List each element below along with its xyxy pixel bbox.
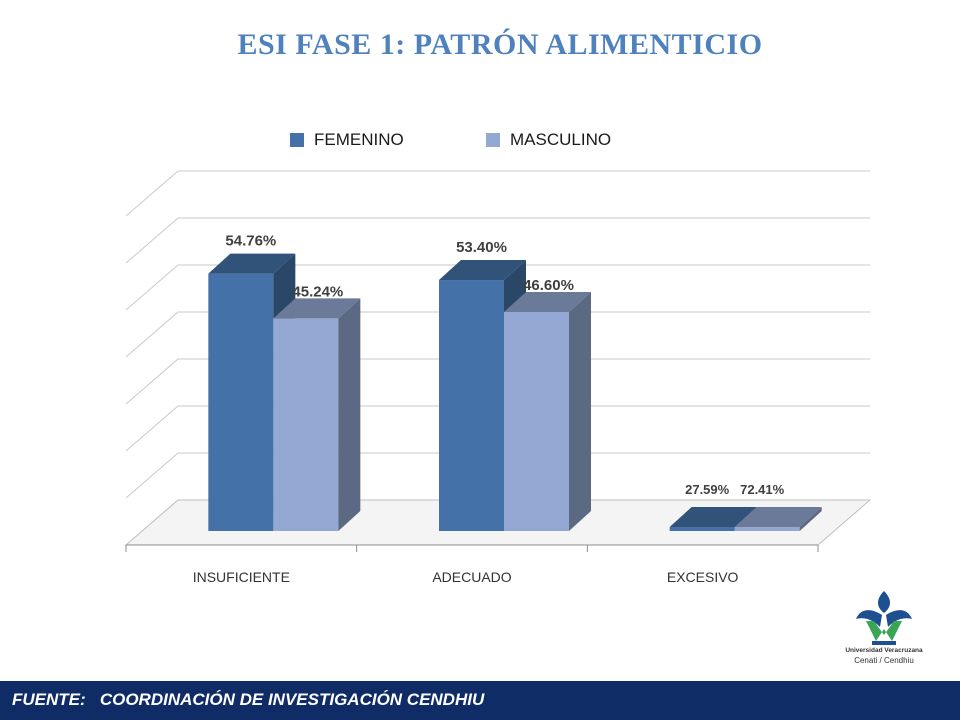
bar-masculino-insuficiente — [273, 298, 361, 531]
university-logo: Universidad Veracruzana Cenati / Cendhiu — [836, 585, 932, 677]
bar-side — [338, 298, 361, 531]
data-label: 46.60% — [523, 277, 574, 294]
bar-front — [439, 280, 504, 531]
bar-side — [569, 291, 591, 531]
chart-bars — [208, 253, 822, 532]
data-label: 27.59% — [685, 482, 730, 497]
bar-top — [734, 507, 822, 527]
legend-label-femenino: FEMENINO — [314, 130, 404, 149]
bar-front — [208, 273, 274, 531]
bar-front — [734, 527, 800, 531]
logo-university-name: Universidad Veracruzana — [845, 647, 923, 654]
footer-source-text: FUENTE: COORDINACIÓN DE INVESTIGACIÓN CE… — [12, 690, 485, 709]
gridline-side — [125, 217, 179, 264]
bar-front — [504, 311, 569, 531]
legend-swatch-femenino — [290, 133, 304, 147]
bar-masculino-excesivo — [734, 507, 822, 531]
legend-label-masculino: MASCULINO — [510, 130, 612, 149]
data-label: 72.41% — [740, 482, 785, 497]
data-label: 54.76% — [225, 233, 276, 250]
gridline-side — [125, 358, 179, 405]
bar-top — [208, 253, 296, 274]
bar-top — [273, 298, 361, 319]
bar-front — [669, 527, 735, 531]
x-tick-label: INSUFICIENTE — [193, 569, 290, 585]
x-tick-label: EXCESIVO — [667, 569, 739, 585]
logo-unit-name: Cenati / Cendhiu — [854, 656, 914, 665]
gridline-side — [125, 264, 179, 311]
bar-top — [669, 507, 757, 527]
data-label: 45.24% — [292, 283, 343, 300]
gridline-side — [125, 405, 179, 452]
bar-side — [799, 507, 822, 531]
gridline-side — [125, 170, 179, 217]
bar-top — [504, 291, 591, 312]
bar-masculino-adecuado — [504, 291, 591, 531]
gridline-side — [125, 311, 179, 358]
uv-flame-logo-icon — [856, 591, 912, 645]
x-tick-label: ADECUADO — [432, 569, 511, 585]
data-label: 53.40% — [456, 239, 507, 256]
page-title: ESI FASE 1: PATRÓN ALIMENTICIO — [237, 28, 763, 61]
chart-axis — [125, 544, 819, 552]
bar-front — [273, 318, 339, 531]
footer-bar: FUENTE: COORDINACIÓN DE INVESTIGACIÓN CE… — [0, 681, 960, 720]
chart-labels: 54.76% 45.24% INSUFICIENTE 53.40% 46.60% ADEC… — [193, 233, 785, 585]
legend-swatch-masculino — [486, 133, 500, 147]
bar-top — [439, 260, 526, 281]
gridline-side — [125, 452, 179, 499]
